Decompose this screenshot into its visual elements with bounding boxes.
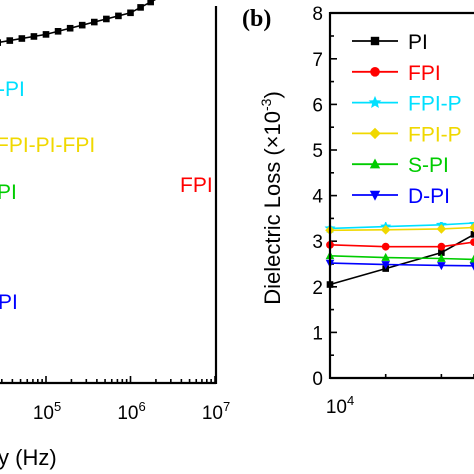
panel-a-series-0-point xyxy=(78,21,86,29)
panel-a-series-0-point xyxy=(0,39,2,46)
panel-b-y-tick-label: 2 xyxy=(312,278,323,299)
panel-b-legend-marker xyxy=(370,67,380,77)
panel-b-series-0-point xyxy=(470,231,474,238)
panel-b-series-3-point xyxy=(380,225,391,235)
panel-a-series-0-point xyxy=(147,0,154,6)
panel-b-x-ticks: 104 xyxy=(326,374,474,418)
panel-b-legend-label: D-PI xyxy=(408,185,450,208)
panel-a-series-0-point xyxy=(90,18,98,26)
panel-b-series-5-point xyxy=(437,262,446,271)
panel-b-y-axis-title-text: Dielectric Loss (×10-3) xyxy=(258,91,285,305)
panel-a-series-0-point xyxy=(30,33,38,40)
panel-b-legend-marker xyxy=(369,158,381,169)
panel-a-series-0-line xyxy=(0,0,157,44)
panel-b-series-4-line xyxy=(329,255,474,261)
panel-b-legend-label: FPI-P xyxy=(408,123,462,146)
panel-b-series-0-point xyxy=(438,249,445,256)
panel-a-series-label: FPI xyxy=(180,174,213,197)
panel-a-x-tick-label: 107 xyxy=(202,399,230,424)
panel-a-series-label: PI xyxy=(0,291,18,314)
panel-a-x-ticks: 105 106 107 xyxy=(1,376,230,424)
panel-b-y-tick-label: 5 xyxy=(312,141,323,162)
panel-a-series-0-point xyxy=(115,12,122,20)
panel-a-x-axis-title: y (Hz) xyxy=(0,445,57,470)
panel-b-series-5-point xyxy=(469,262,474,271)
panel-b-y-tick-label: 1 xyxy=(312,323,323,344)
panel-b-series-5-point xyxy=(381,261,390,270)
panel-b-label: (b) xyxy=(242,6,271,32)
y-title-close: ) xyxy=(260,91,285,98)
panel-a-series-0-point xyxy=(103,15,110,23)
y-title-base: 10 xyxy=(260,111,285,135)
panel-b-series-3-point xyxy=(469,222,474,233)
panel-b-series-4-point xyxy=(437,253,446,262)
panel-b-y-tick-label: 3 xyxy=(312,232,323,253)
y-title-text: Dielectric Loss ( xyxy=(260,148,285,305)
panel-b-series-4-point xyxy=(381,252,390,261)
panel-b-x-tick-label-exponent: 4 xyxy=(347,393,354,408)
panel-b-series-1-point xyxy=(437,242,446,251)
panel-b-series-1-point xyxy=(381,242,390,251)
panel-a-x-tick-label-base: 10 xyxy=(117,403,138,424)
panel-b-x-tick-label: 104 xyxy=(326,393,354,418)
panel-a-series-0-point xyxy=(6,37,14,44)
panel-a-series xyxy=(0,0,157,46)
panel-a-x-tick-label-exponent: 5 xyxy=(54,399,61,414)
panel-b-legend: PI FPI FPI-P FPI-P S-PI D-PI xyxy=(346,22,474,222)
panel-b-legend-background xyxy=(346,22,474,222)
panel-b-y-tick-label: 4 xyxy=(312,187,323,208)
panel-a-x-tick-label-base: 10 xyxy=(33,403,54,424)
panel-b-series-1-line xyxy=(329,241,474,248)
panel-a-annotations: -PI FPI-PI-FPI FPI PI PI xyxy=(0,78,213,314)
panel-b-series xyxy=(324,217,474,288)
panel-b-y-tick-label: 7 xyxy=(312,50,323,71)
panel-a-x-tick-label-base: 10 xyxy=(202,403,223,424)
panel-b-series-3-point xyxy=(436,224,447,234)
panel-b-y-tick-label: 8 xyxy=(312,4,323,25)
panel-a-x-tick-label: 105 xyxy=(33,399,61,424)
panel-b-series-1-point xyxy=(470,238,474,247)
panel-b-y-tick-label: 0 xyxy=(312,369,323,390)
panel-b-y-axis-title: Dielectric Loss (×10-3) xyxy=(258,91,285,305)
panel-a-x-tick-label-exponent: 6 xyxy=(138,399,145,414)
panel-a-series-0-point xyxy=(18,35,26,42)
panel-a-series-0-point xyxy=(137,4,144,11)
panel-a-series-0-point xyxy=(127,9,134,17)
panel-b-y-ticks: 0 1 2 3 4 5 6 7 8 xyxy=(312,4,337,390)
panel-b-legend-marker xyxy=(370,36,380,46)
panel-a-series-0-point xyxy=(66,24,74,32)
y-title-exponent: -3 xyxy=(258,98,274,111)
y-title-times: × xyxy=(260,135,285,148)
panel-a-x-tick-label-exponent: 7 xyxy=(223,399,230,414)
panel-b-series-4-point xyxy=(469,254,474,263)
panel-b-legend-marker xyxy=(369,190,381,201)
panel-b-x-tick-label-base: 10 xyxy=(326,397,347,418)
panel-a-series-0-point xyxy=(42,31,50,38)
panel-a-series-0-point xyxy=(54,28,62,35)
panel-b-y-tick-label: 6 xyxy=(312,95,323,116)
panel-b-legend-marker xyxy=(368,95,382,108)
panel-a-series-label: PI xyxy=(0,181,17,204)
panel-b-series-0-line xyxy=(329,233,474,286)
panel-b-legend-marker xyxy=(369,127,381,140)
panel-a-x-tick-label: 106 xyxy=(117,399,145,424)
panel-b-legend-label: FPI-P xyxy=(408,93,462,116)
panel-b-legend-label: S-PI xyxy=(408,154,449,177)
panel-a-series-label: -PI xyxy=(0,78,25,101)
panel-b-legend-label: PI xyxy=(408,31,428,54)
panel-a-series-label: FPI-PI-FPI xyxy=(0,134,95,157)
panel-b-legend-label: FPI xyxy=(408,62,441,85)
